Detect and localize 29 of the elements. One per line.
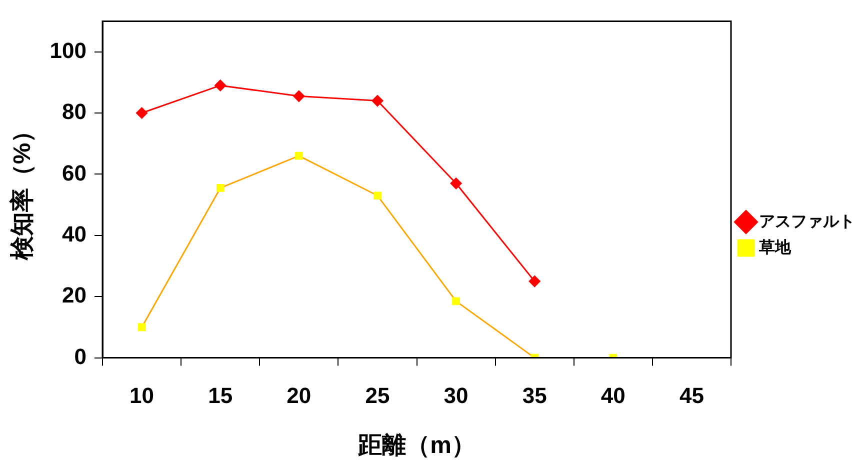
x-tick-label: 40 <box>600 383 626 408</box>
legend-label: アスファルト <box>759 213 855 230</box>
point <box>214 80 226 92</box>
point <box>374 192 382 200</box>
y-tick-label: 60 <box>62 160 87 186</box>
x-tick-label: 30 <box>444 383 468 408</box>
y-tick-label: 0 <box>74 344 87 369</box>
x-tick-label: 25 <box>365 383 390 408</box>
x-tick-label: 45 <box>679 383 704 408</box>
x-tick-label: 35 <box>522 383 547 408</box>
x-tick-label: 10 <box>130 383 154 408</box>
y-tick-label: 80 <box>62 99 87 124</box>
y-tick-label: 40 <box>62 221 87 246</box>
x-tick-label: 15 <box>208 383 233 408</box>
point <box>136 107 148 119</box>
point <box>452 297 460 306</box>
point <box>294 152 303 160</box>
point <box>138 323 146 332</box>
y-tick-label: 20 <box>62 282 87 308</box>
point <box>450 178 462 190</box>
point <box>216 184 224 192</box>
x-tick-label: 20 <box>286 383 312 408</box>
point <box>372 95 384 107</box>
y-tick-label: 100 <box>50 38 87 63</box>
legend-label: 草地 <box>758 238 792 256</box>
x-axis-title: 距離（m） <box>357 432 476 460</box>
point <box>528 276 540 288</box>
y-axis-title: 検知率（%） <box>9 118 36 262</box>
point <box>293 90 305 102</box>
